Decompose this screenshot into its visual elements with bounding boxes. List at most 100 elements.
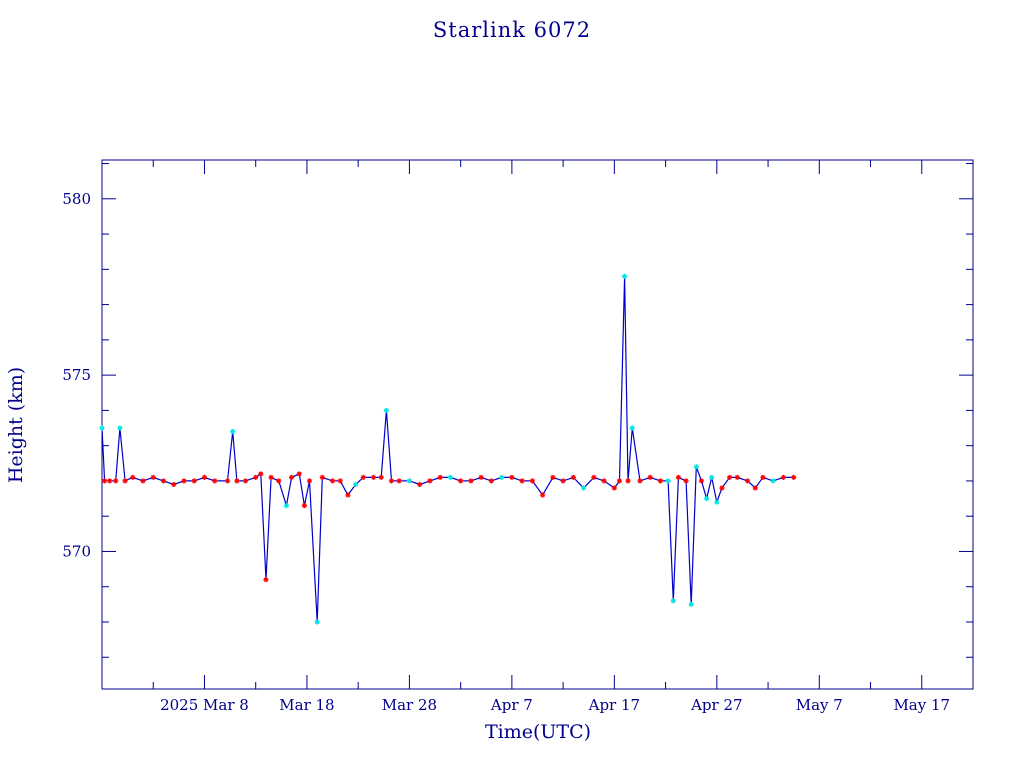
data-point [107, 478, 113, 484]
data-point-stroke [530, 478, 535, 484]
data-point-stroke [509, 475, 515, 480]
data-point [468, 478, 474, 484]
data-point-stroke [276, 478, 282, 484]
x-tick-label: May 7 [796, 696, 843, 714]
data-point-stroke [647, 475, 653, 480]
data-point-stroke [581, 485, 586, 491]
data-point-stroke [234, 478, 240, 484]
data-point-stroke [202, 475, 207, 480]
x-tick-label: 2025 Mar 8 [160, 696, 249, 714]
data-point [288, 474, 295, 480]
data-point-stroke [407, 478, 412, 484]
data-point [458, 478, 464, 484]
data-point [616, 478, 623, 484]
data-point [427, 478, 433, 484]
data-point [406, 478, 413, 484]
data-point-stroke [253, 475, 258, 480]
data-point-stroke [637, 478, 643, 484]
data-point [540, 492, 546, 498]
data-point [760, 474, 766, 480]
data-point-stroke [458, 478, 463, 484]
data-point-stroke [289, 475, 294, 480]
x-tick-label: Apr 17 [588, 696, 640, 714]
data-point-stroke [448, 475, 453, 480]
data-point-stroke [437, 475, 443, 480]
data-point-stroke [745, 478, 750, 484]
data-point [150, 474, 156, 480]
data-point-stroke [99, 425, 105, 431]
data-point-stroke [191, 478, 197, 484]
data-point-stroke [263, 577, 269, 582]
data-point [647, 474, 653, 480]
data-point-stroke [688, 602, 694, 607]
data-point-stroke [468, 478, 474, 484]
data-point [258, 471, 264, 477]
data-point-stroke [417, 482, 422, 487]
data-point-stroke [665, 478, 671, 484]
data-point-stroke [113, 478, 118, 484]
data-point [345, 492, 351, 498]
data-point [698, 478, 705, 484]
data-point-stroke [212, 478, 217, 484]
data-point [478, 474, 484, 480]
data-point-stroke [591, 475, 597, 480]
data-point [529, 478, 535, 484]
data-point-stroke [107, 478, 112, 484]
x-axis-ticks: 2025 Mar 8 Mar 18 Mar 28 Apr 7 Apr 17 Apr 27 M… [160, 160, 950, 714]
data-point [560, 478, 566, 484]
data-point-stroke [625, 478, 631, 484]
data-point-stroke [130, 475, 135, 480]
data-point-stroke [519, 478, 525, 484]
data-point [378, 474, 384, 480]
data-point [703, 495, 710, 502]
y-tick-label: 580 [62, 190, 91, 208]
data-point-stroke [225, 478, 230, 484]
data-point [140, 478, 146, 484]
data-point [752, 485, 758, 491]
data-point-stroke [161, 478, 166, 484]
data-point-stroke [760, 475, 766, 480]
data-point-stroke [243, 478, 248, 484]
data-point-stroke [371, 475, 376, 480]
data-point [329, 478, 336, 484]
data-point-stroke [694, 464, 699, 470]
data-point-stroke [268, 475, 274, 480]
x-tick-label: May 17 [893, 696, 950, 714]
data-point [101, 478, 108, 484]
data-point-stroke [284, 503, 289, 508]
data-point [665, 478, 671, 484]
data-point-stroke [617, 478, 622, 484]
y-axis-ticks: 570 575 580 [62, 163, 973, 658]
data-point-stroke [699, 478, 704, 484]
data-point [301, 503, 307, 509]
data-point [770, 478, 776, 484]
data-point [181, 478, 187, 484]
data-point [591, 474, 597, 480]
series-group [99, 273, 797, 625]
data-point-stroke [102, 478, 107, 484]
data-point [417, 481, 423, 488]
data-point [396, 478, 402, 484]
data-point-stroke [630, 425, 635, 431]
data-point-stroke [302, 503, 307, 508]
data-point-stroke [230, 429, 235, 434]
data-point-stroke [791, 475, 796, 480]
data-point-stroke [353, 482, 358, 487]
data-point [629, 425, 635, 431]
data-point [253, 474, 259, 480]
data-point-stroke [683, 478, 689, 484]
data-point-stroke [781, 475, 786, 480]
data-point [130, 474, 136, 480]
data-point-stroke [337, 478, 343, 484]
data-point-stroke [671, 598, 676, 604]
data-point-stroke [320, 475, 325, 480]
data-point-stroke [384, 408, 389, 413]
data-point [263, 577, 269, 583]
data-point [447, 474, 453, 480]
data-point-stroke [489, 478, 494, 484]
data-point [519, 478, 525, 484]
series-line [101, 276, 794, 623]
data-point [360, 474, 366, 480]
data-point-stroke [727, 475, 732, 480]
data-point [242, 478, 249, 484]
